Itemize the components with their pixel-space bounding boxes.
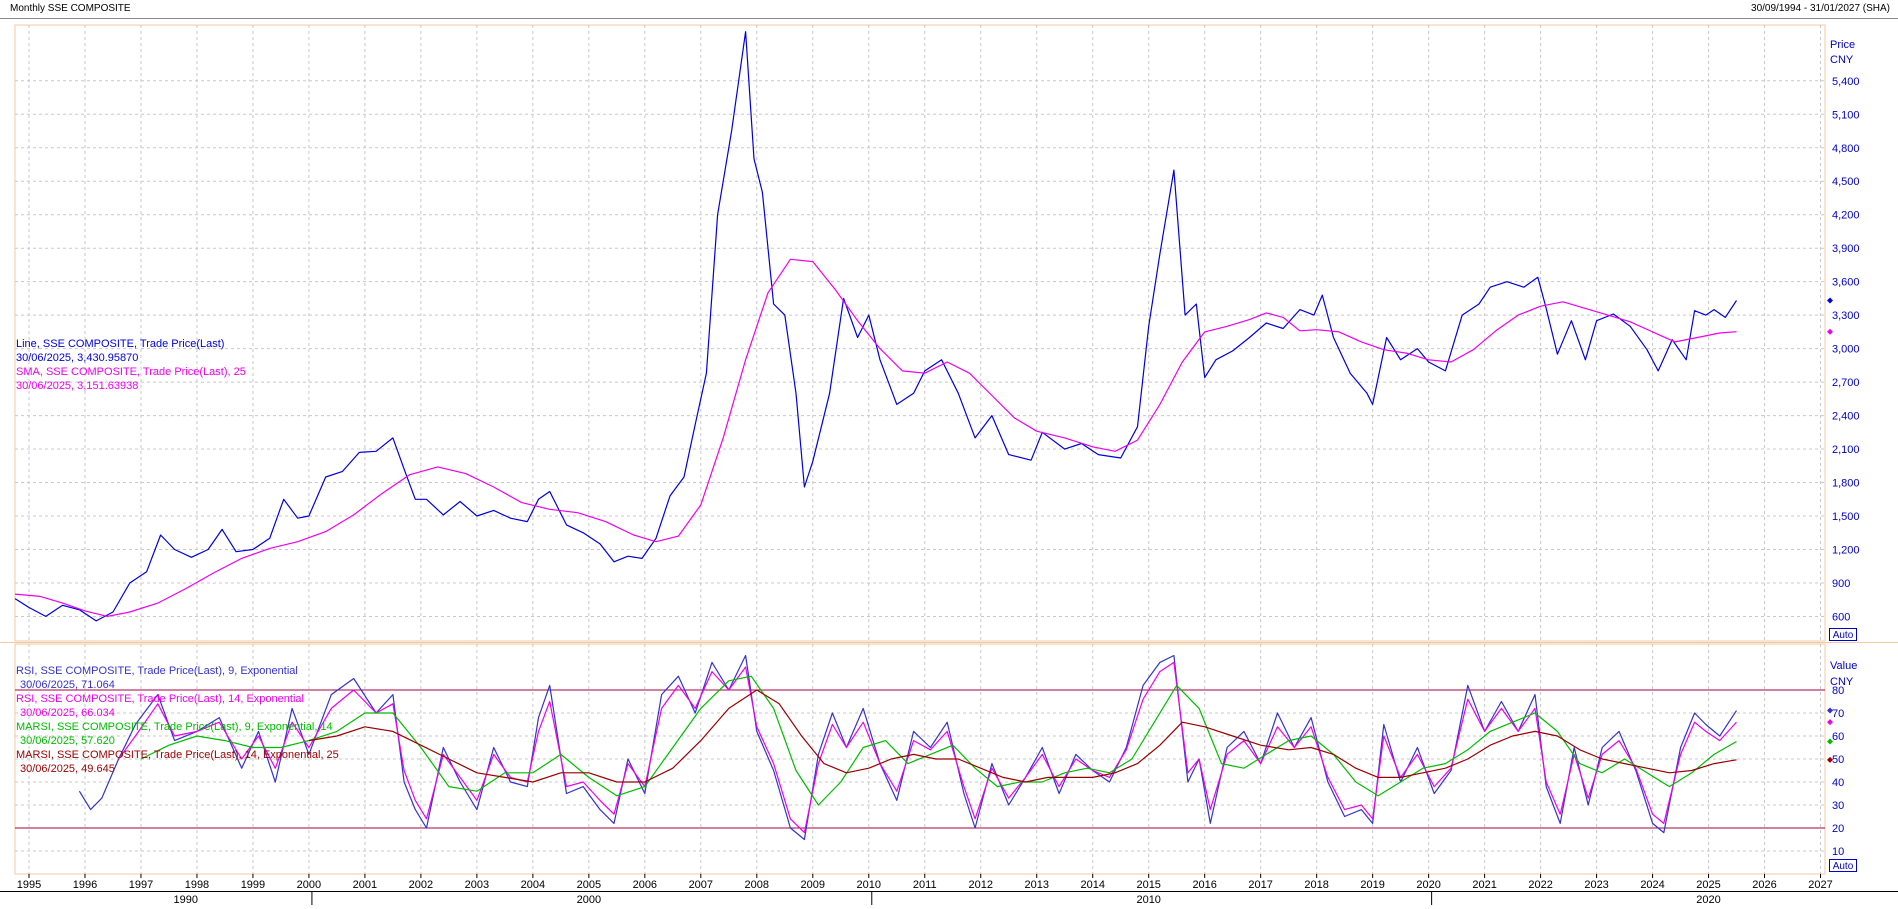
last-value-marker-rsi-2 [1827,738,1833,745]
legend-marsi14-value: 30/06/2025, 49.645 [20,763,115,775]
x-tick-label-2027: 2027 [1808,879,1832,891]
x-tick-label-2014: 2014 [1080,879,1104,891]
y-tick-label-price-4800: 4,800 [1832,143,1860,155]
chart-title: Monthly SSE COMPOSITE [10,3,131,14]
decade-label-2020: 2020 [1696,894,1720,906]
x-tick-label-2000: 2000 [297,879,321,891]
x-tick-label-2025: 2025 [1696,879,1720,891]
y-tick-label-rsi-80: 80 [1832,685,1844,697]
x-tick-label-1997: 1997 [129,879,153,891]
y-tick-label-price-5100: 5,100 [1832,109,1860,121]
last-value-marker-rsi-3 [1827,756,1833,763]
y-tick-label-price-1200: 1,200 [1832,544,1860,556]
x-tick-label-2023: 2023 [1584,879,1608,891]
legend-rsi14-label: RSI, SSE COMPOSITE, Trade Price(Last), 1… [16,693,304,705]
y-tick-label-rsi-20: 20 [1832,823,1844,835]
series-rsi-3 [308,689,1737,783]
x-tick-label-2011: 2011 [913,879,937,891]
decade-label-2010: 2010 [1136,894,1160,906]
x-tick-label-2012: 2012 [969,879,993,891]
rsi-legend: RSI, SSE COMPOSITE, Trade Price(Last), 9… [16,664,339,776]
x-tick-label-2002: 2002 [409,879,433,891]
y-tick-label-rsi-60: 60 [1832,731,1844,743]
legend-sma-label: SMA, SSE COMPOSITE, Trade Price(Last), 2… [16,366,246,378]
date-range: 30/09/1994 - 31/01/2027 (SHA) [1751,3,1890,14]
y-tick-label-price-5400: 5,400 [1832,76,1860,88]
x-tick-label-2007: 2007 [689,879,713,891]
y-tick-label-rsi-40: 40 [1832,777,1844,789]
price-legend: Line, SSE COMPOSITE, Trade Price(Last) 3… [16,337,246,393]
legend-rsi9-value: 30/06/2025, 71.064 [20,679,115,691]
y-tick-label-price-4500: 4,500 [1832,176,1860,188]
x-tick-label-2008: 2008 [745,879,769,891]
decade-label-1990: 1990 [174,894,198,906]
x-tick-label-2005: 2005 [577,879,601,891]
x-tick-label-2009: 2009 [801,879,825,891]
legend-sma-value: 30/06/2025, 3,151.63938 [16,380,139,392]
y-tick-label-price-3600: 3,600 [1832,277,1860,289]
rsi-axis-title: Value [1830,660,1858,672]
series-price-1 [14,258,1737,617]
price-auto-scale-button[interactable]: Auto [1829,628,1857,641]
x-tick-label-2022: 2022 [1528,879,1552,891]
x-tick-label-1998: 1998 [185,879,209,891]
last-value-marker-price-0 [1827,297,1833,304]
last-value-marker-price-1 [1827,328,1833,335]
price-axis-title: Price [1830,39,1856,51]
y-tick-label-rsi-70: 70 [1832,708,1844,720]
x-tick-label-2026: 2026 [1752,879,1776,891]
rsi-auto-scale-button[interactable]: Auto [1829,859,1857,872]
x-tick-label-1996: 1996 [73,879,97,891]
y-tick-label-rsi-10: 10 [1832,846,1844,858]
series-price-0 [14,31,1738,622]
legend-rsi14-value: 30/06/2025, 66.034 [20,707,115,719]
x-tick-label-2010: 2010 [857,879,881,891]
x-tick-label-2017: 2017 [1248,879,1272,891]
x-tick-label-2020: 2020 [1416,879,1440,891]
x-tick-label-2021: 2021 [1472,879,1496,891]
rsi-axis-unit: CNY [1830,676,1854,688]
y-tick-label-rsi-30: 30 [1832,800,1844,812]
legend-line-label: Line, SSE COMPOSITE, Trade Price(Last) [16,338,225,350]
y-tick-label-price-1800: 1,800 [1832,478,1860,490]
last-value-marker-rsi-1 [1827,719,1833,726]
y-tick-label-rsi-50: 50 [1832,754,1844,766]
x-tick-label-1999: 1999 [241,879,265,891]
y-tick-label-price-2100: 2,100 [1832,444,1860,456]
y-tick-label-price-900: 900 [1832,578,1850,590]
x-tick-label-1995: 1995 [17,879,41,891]
legend-rsi9-label: RSI, SSE COMPOSITE, Trade Price(Last), 9… [16,665,298,677]
x-tick-label-2003: 2003 [465,879,489,891]
x-tick-label-2001: 2001 [353,879,377,891]
x-tick-label-2018: 2018 [1304,879,1328,891]
series-rsi-1 [118,661,1737,834]
y-tick-label-price-3300: 3,300 [1832,310,1860,322]
y-tick-label-price-2400: 2,400 [1832,411,1860,423]
legend-marsi9-value: 30/06/2025, 57.620 [20,735,115,747]
y-tick-label-price-600: 600 [1832,611,1850,623]
x-tick-label-2004: 2004 [521,879,545,891]
x-tick-label-2019: 2019 [1360,879,1384,891]
x-tick-label-2006: 2006 [633,879,657,891]
y-tick-label-price-4200: 4,200 [1832,210,1860,222]
last-value-marker-rsi-0 [1827,707,1833,714]
series-rsi-2 [140,675,1737,806]
y-tick-label-price-2700: 2,700 [1832,377,1860,389]
decade-label-2000: 2000 [577,894,601,906]
legend-line-value: 30/06/2025, 3,430.95870 [16,352,139,364]
y-tick-label-price-3900: 3,900 [1832,243,1860,255]
x-tick-label-2016: 2016 [1192,879,1216,891]
y-tick-label-price-3000: 3,000 [1832,344,1860,356]
y-tick-label-price-1500: 1,500 [1832,511,1860,523]
x-tick-label-2013: 2013 [1024,879,1048,891]
price-pane-frame [14,24,1826,642]
legend-marsi9-label: MARSI, SSE COMPOSITE, Trade Price(Last),… [16,721,333,733]
price-axis-unit: CNY [1830,54,1854,66]
legend-marsi14-label: MARSI, SSE COMPOSITE, Trade Price(Last),… [16,749,339,761]
x-tick-label-2024: 2024 [1640,879,1664,891]
x-tick-label-2015: 2015 [1136,879,1160,891]
